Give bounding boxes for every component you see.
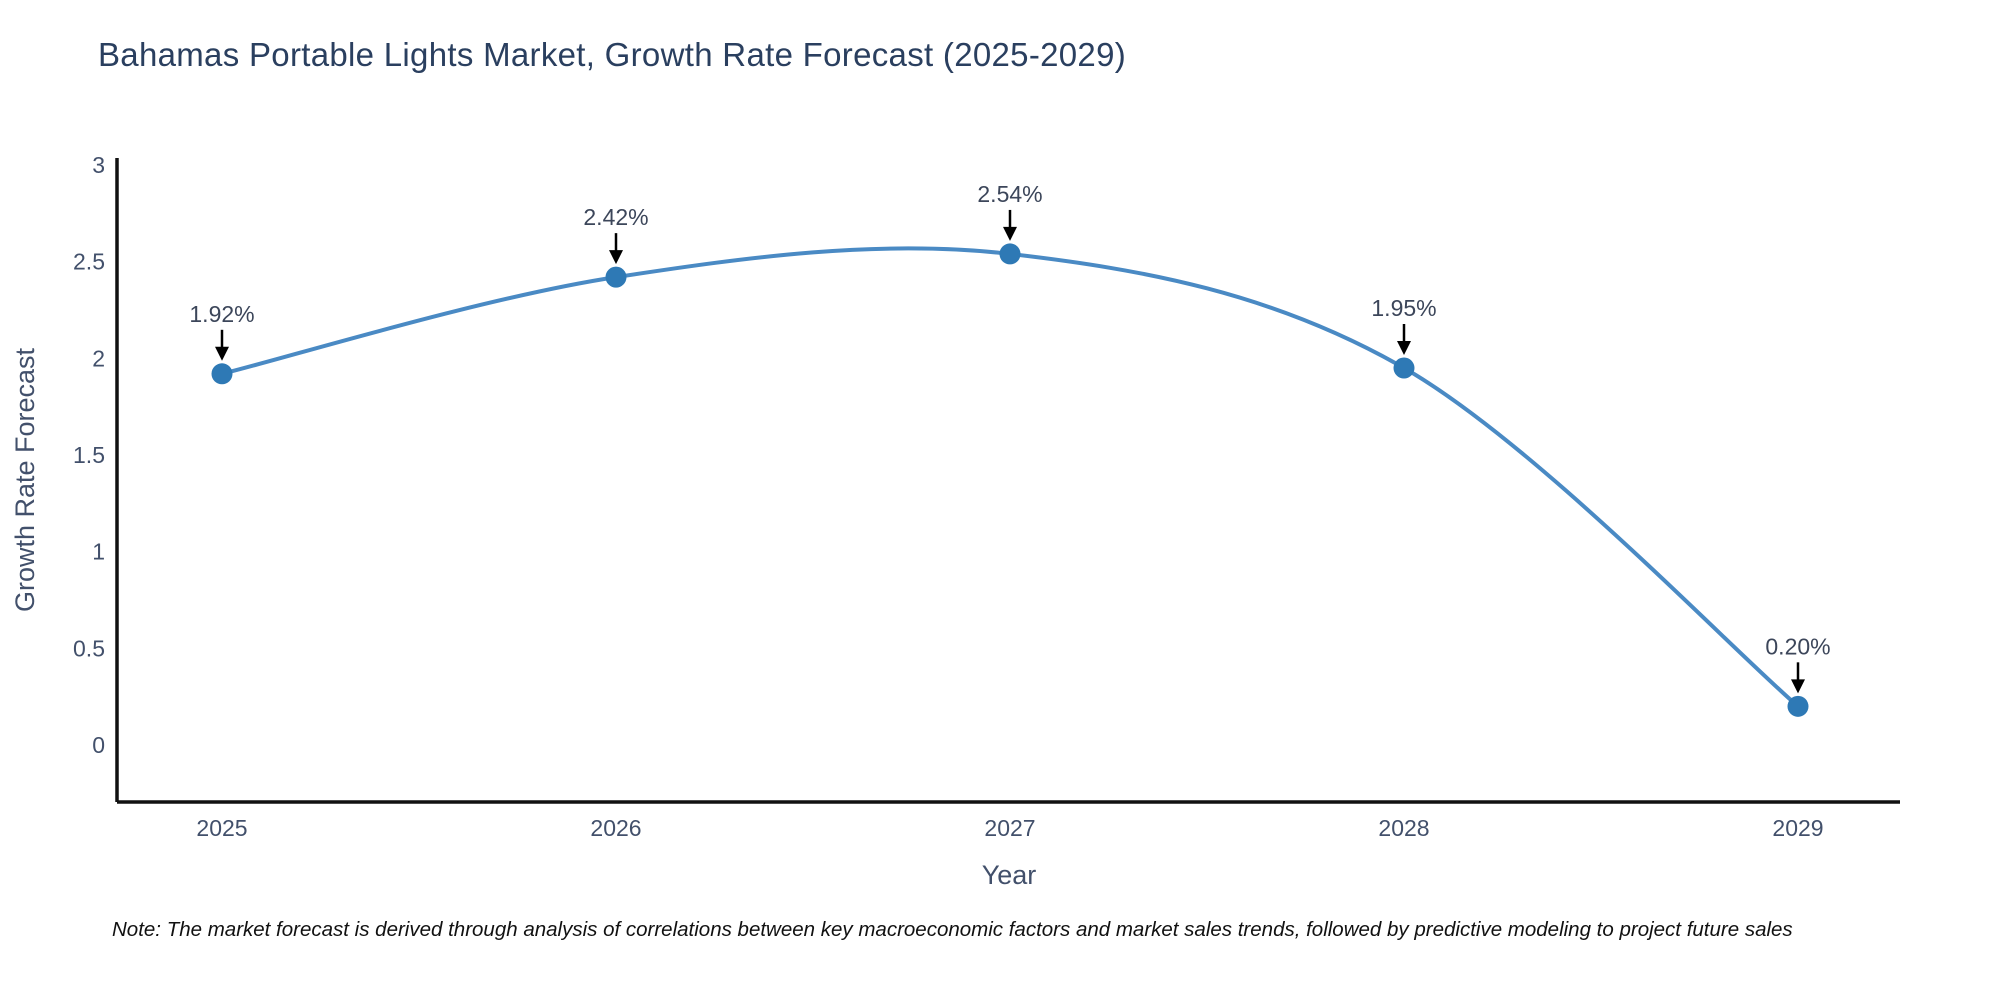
chart-title: Bahamas Portable Lights Market, Growth R… (98, 36, 1127, 73)
annotation-arrow-head (1003, 226, 1017, 241)
y-tick-label: 2.5 (73, 249, 105, 275)
data-point-label: 1.92% (189, 301, 254, 327)
data-point-marker[interactable] (1393, 357, 1415, 379)
y-tick-label: 0.5 (73, 635, 105, 661)
data-point-marker[interactable] (605, 266, 627, 288)
data-point-label: 2.42% (583, 204, 648, 230)
data-point-marker[interactable] (1787, 695, 1809, 717)
x-tick-label: 2028 (1378, 815, 1429, 841)
annotation-arrow-head (1397, 341, 1411, 355)
x-tick-label: 2026 (590, 815, 641, 841)
y-tick-label: 1.5 (73, 442, 105, 468)
annotation-arrow-head (215, 346, 229, 361)
y-tick-label: 0 (92, 732, 105, 758)
data-point-label: 0.20% (1765, 633, 1830, 659)
data-point-label: 1.95% (1371, 295, 1436, 321)
y-tick-label: 1 (92, 539, 105, 565)
x-tick-label: 2025 (196, 815, 247, 841)
x-tick-label: 2029 (1772, 815, 1823, 841)
data-point-marker[interactable] (211, 363, 233, 385)
y-axis-title: Growth Rate Forecast (10, 347, 40, 612)
annotation-arrow-head (609, 250, 623, 265)
footnote: Note: The market forecast is derived thr… (112, 918, 1793, 941)
data-point-marker[interactable] (999, 243, 1021, 265)
y-tick-label: 2 (92, 345, 105, 371)
data-point-label: 2.54% (977, 181, 1042, 207)
y-tick-label: 3 (92, 152, 105, 178)
forecast-line (220, 246, 1800, 709)
annotation-arrow-head (1791, 679, 1805, 694)
x-tick-label: 2027 (984, 815, 1035, 841)
x-axis-title: Year (982, 860, 1037, 890)
